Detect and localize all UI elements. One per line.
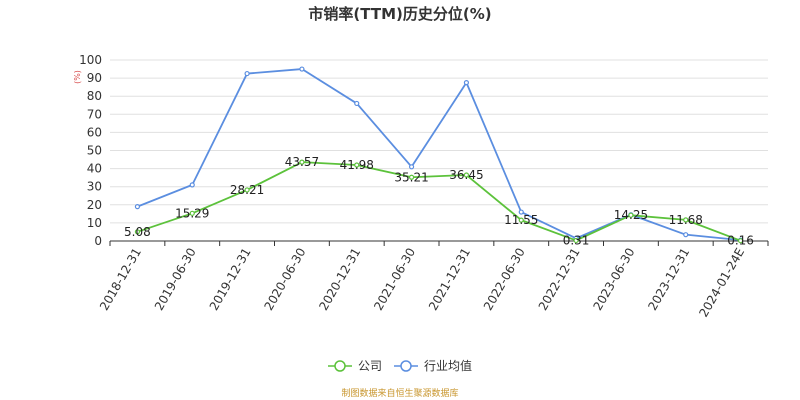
data-point-industry[interactable] [408,164,415,170]
grid-lines [110,59,768,224]
data-label: 43.57 [285,155,319,169]
data-point-company[interactable] [134,229,141,235]
data-point-company[interactable] [628,212,634,218]
data-point-company[interactable] [408,174,415,180]
data-label: 5.08 [124,225,151,239]
legend-item-industry[interactable]: 行业均值 [394,358,472,373]
x-tick-label: 2022-06-30 [481,246,528,313]
data-point-industry[interactable] [189,182,195,188]
data-point-company[interactable] [299,159,305,165]
y-tick-label: 10 [87,216,102,230]
source-note: 制图数据来自恒生聚源数据库 [341,387,458,399]
data-label: 14.25 [614,208,648,222]
legend-item-company[interactable]: 公司 [328,359,382,373]
data-labels: 5.08 15.29 28.21 43.57 41.98 35.21 36.45 11.55 0… [124,155,754,248]
x-tick-label: 2024-01-24E [696,246,747,320]
x-tick-label: 2018-12-31 [97,246,144,313]
series-line-company [137,161,741,242]
data-point-company[interactable] [244,187,250,193]
data-label: 15.29 [175,206,209,220]
data-label: 11.55 [504,213,538,227]
series-line-industry [137,68,741,241]
legend-marker-industry [400,360,412,372]
y-tick-label: 70 [87,107,102,121]
data-point-company[interactable] [683,217,689,223]
y-axis-label: (%) [73,70,82,84]
data-label: 35.21 [394,170,428,184]
x-tick-label: 2019-12-31 [207,245,254,312]
data-point-company[interactable] [189,210,195,216]
legend[interactable]: 公司 行业均值 [328,358,472,373]
legend-label-industry: 行业均值 [424,358,472,373]
data-point-company[interactable] [354,162,360,168]
y-tick-label: 100 [79,53,102,67]
y-tick-label: 0 [94,234,102,248]
x-tick-label: 2021-06-30 [371,246,418,313]
y-tick-label: 80 [87,89,102,103]
y-tick-label: 40 [87,162,102,176]
x-tick-label: 2023-12-31 [645,246,692,313]
series-layer [134,66,744,244]
y-tick-label: 60 [87,125,102,139]
data-label: 0.16 [727,234,754,248]
data-point-industry[interactable] [463,80,470,86]
data-point-company[interactable] [573,237,579,244]
data-point-industry[interactable] [683,232,689,238]
data-point-industry[interactable] [354,100,360,107]
x-tick-label: 2021-12-31 [426,245,473,312]
data-label: 11.68 [669,213,703,227]
series-industry [134,66,744,243]
data-point-industry[interactable] [299,66,305,72]
data-point-industry[interactable] [134,204,141,210]
y-tick-label: 20 [87,198,102,212]
data-label: 0.31 [563,233,590,247]
x-tick-label: 2019-06-30 [152,246,199,313]
x-tick-label: 2023-06-30 [591,246,638,313]
x-tick-label: 2020-06-30 [262,246,309,313]
data-point-company[interactable] [518,217,524,223]
x-tick-label: 2022-12-31 [536,246,583,313]
legend-marker-company [334,360,346,372]
data-point-company[interactable] [737,238,744,244]
data-point-company[interactable] [463,172,470,178]
y-tick-label: 90 [87,71,102,85]
data-point-industry[interactable] [244,70,250,77]
data-label: 36.45 [449,168,483,182]
data-label: 28.21 [230,183,264,197]
chart-title: 市销率(TTM)历史分位(%) [308,5,491,23]
legend-label-company: 公司 [358,359,382,373]
data-label: 41.98 [340,158,374,172]
y-tick-label: 30 [87,180,102,194]
x-tick-label: 2020-12-31 [316,246,363,313]
series-company [134,159,744,244]
y-tick-label: 50 [87,144,102,158]
data-point-industry[interactable] [518,209,524,215]
